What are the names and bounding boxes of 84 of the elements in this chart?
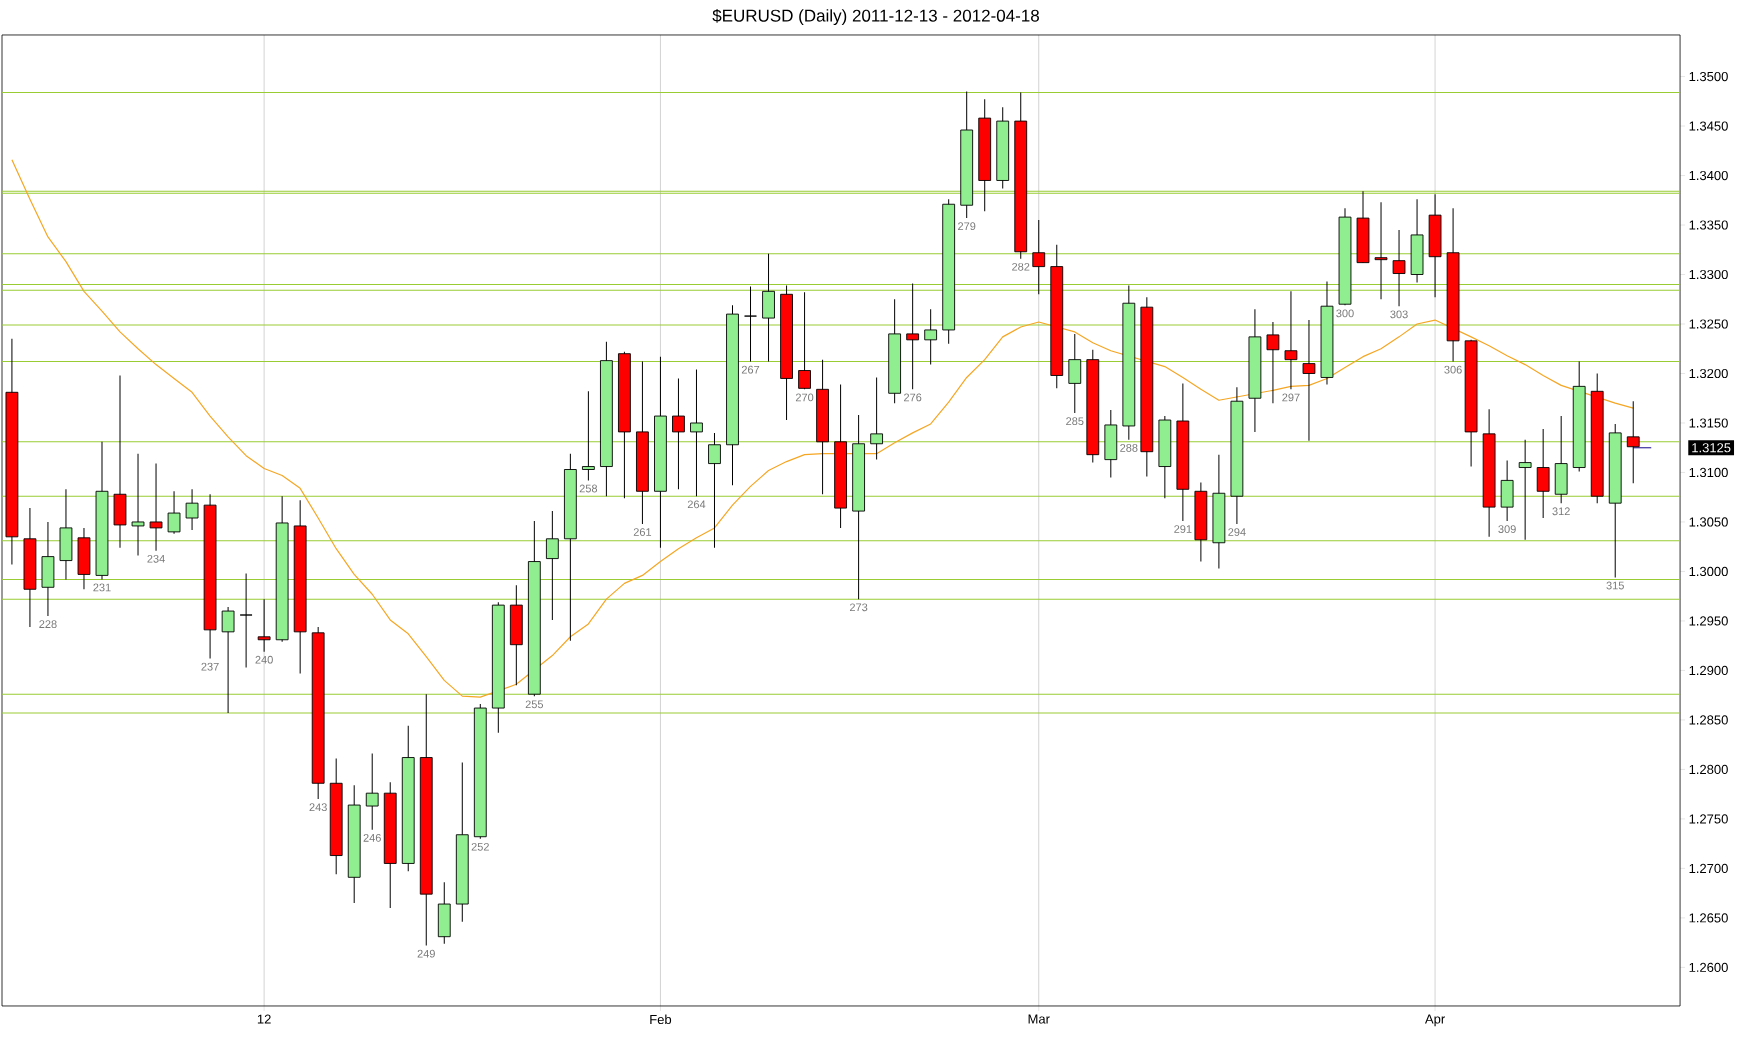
candlestick	[1374, 201, 1388, 300]
candlestick	[1068, 333, 1082, 414]
text: 246	[363, 834, 381, 842]
y-tick-label: 1.3200	[1689, 368, 1728, 379]
text: 240	[255, 655, 273, 664]
candlestick	[924, 308, 938, 366]
candlestick	[1266, 321, 1280, 404]
y-tick-label: 1.3000	[1689, 566, 1728, 577]
candlestick	[798, 291, 811, 390]
candlestick	[708, 432, 721, 549]
text: 231	[93, 583, 111, 592]
text: 234	[147, 554, 165, 563]
y-tick-label: 1.3250	[1689, 319, 1728, 329]
text: 273	[849, 603, 868, 612]
candlestick	[744, 285, 757, 363]
candlestick	[672, 377, 685, 490]
text: 258	[579, 484, 598, 493]
text: 267	[741, 365, 760, 374]
line-series	[11, 159, 1634, 698]
candlestick	[365, 753, 379, 831]
y-tick-label: 1.3100	[1689, 467, 1728, 478]
text: 243	[309, 803, 327, 812]
text: 252	[471, 842, 489, 851]
candlestick	[906, 282, 920, 390]
text: 270	[795, 393, 814, 402]
text: 315	[1606, 581, 1624, 590]
text: 237	[201, 662, 219, 671]
y-tick-label: 1.3400	[1689, 170, 1728, 181]
candlestick	[149, 463, 163, 552]
x-tick-label: 12	[257, 1014, 271, 1024]
y-tick-label: 1.2950	[1689, 616, 1728, 626]
text: 249	[417, 949, 435, 958]
y-tick-label: 1.2600	[1689, 962, 1728, 972]
candlestick	[1284, 290, 1298, 390]
candlestick	[167, 490, 181, 535]
y-tick-label: 1.3300	[1689, 269, 1728, 280]
text: 297	[1282, 393, 1300, 402]
candlestick	[1626, 400, 1640, 484]
text: 255	[525, 700, 544, 709]
x-tick-label: Mar	[1028, 1014, 1050, 1024]
text: 303	[1390, 310, 1408, 319]
y-tick-label: 1.3450	[1689, 121, 1728, 131]
y-tick-label: 1.2900	[1689, 665, 1728, 676]
candlestick	[257, 598, 271, 653]
y-tick-label: 1.3500	[1689, 71, 1728, 82]
candlestick	[221, 606, 235, 714]
candlestick	[545, 510, 559, 621]
y-tick-label: 1.2700	[1689, 863, 1728, 873]
candlestick	[1392, 229, 1406, 307]
candlestick	[1536, 428, 1550, 519]
y-tick-label: 1.3050	[1689, 517, 1728, 527]
x-tick-label: Feb	[650, 1014, 672, 1025]
candlestick	[870, 376, 884, 461]
y-tick-label: 1.2750	[1689, 814, 1728, 824]
y-tick-label: 1.2800	[1689, 764, 1728, 775]
candlestick	[1302, 319, 1316, 442]
text: 288	[1120, 444, 1138, 452]
chart-title: $EURUSD (Daily) 2011-12-13 - 2012-04-18	[712, 8, 1039, 26]
text: 282	[1012, 262, 1030, 271]
y-tick-label: 1.3350	[1689, 220, 1728, 230]
text: 309	[1498, 525, 1516, 533]
y-tick-label: 1.2850	[1689, 715, 1728, 725]
x-tick-label: Apr	[1424, 1014, 1445, 1027]
text: 291	[1174, 525, 1192, 533]
candlestick	[1032, 219, 1046, 295]
text: 276	[904, 393, 922, 402]
text: 264	[687, 500, 706, 509]
candlestick	[185, 488, 199, 531]
candlestick	[131, 453, 145, 557]
text: 261	[633, 528, 652, 536]
y-tick-label: 1.2650	[1689, 913, 1728, 923]
text: 1.3125	[1692, 443, 1731, 453]
candlestick	[1518, 439, 1532, 541]
text: 312	[1552, 507, 1570, 516]
text: 228	[39, 620, 57, 628]
text: 279	[958, 222, 976, 231]
text: 294	[1228, 528, 1246, 536]
candlestick	[690, 369, 703, 497]
text: 300	[1336, 309, 1354, 318]
text: 306	[1444, 365, 1462, 374]
y-tick-label: 1.3150	[1689, 418, 1728, 428]
text: 285	[1066, 417, 1084, 426]
candlestick	[239, 572, 253, 668]
candlestick	[581, 390, 595, 481]
